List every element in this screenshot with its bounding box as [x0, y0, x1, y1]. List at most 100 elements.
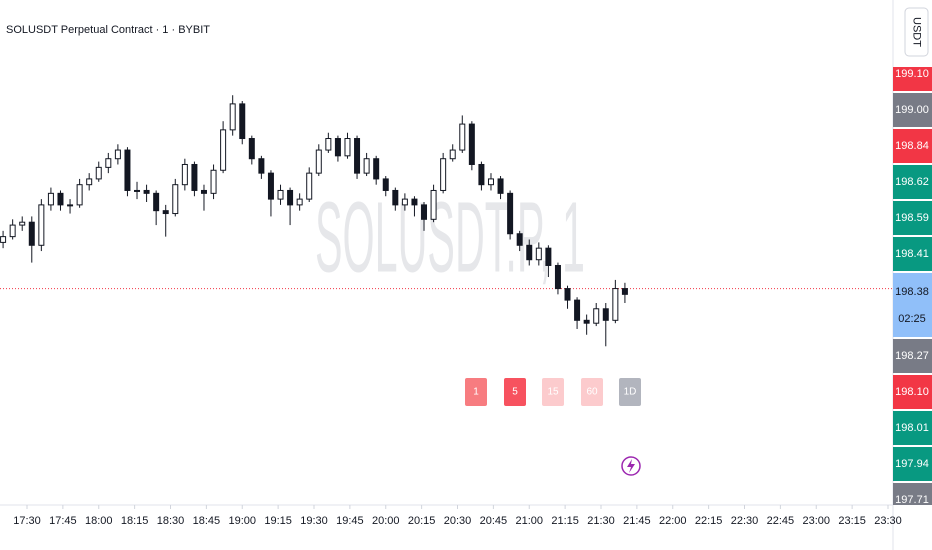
- x-tick-label: 21:15: [551, 515, 579, 527]
- x-tick-label: 19:15: [264, 515, 292, 527]
- x-tick-label: 19:00: [228, 515, 256, 527]
- x-tick-label: 20:15: [408, 515, 436, 527]
- candle-body: [239, 103, 246, 140]
- price-badge-label: 198.27: [895, 350, 929, 362]
- currency-button[interactable]: USDT: [904, 7, 929, 57]
- currency-label[interactable]: USDT: [911, 17, 923, 47]
- x-tick-label: 18:45: [193, 515, 221, 527]
- candle-body: [76, 184, 83, 206]
- x-tick-label: 22:45: [767, 515, 795, 527]
- candle-body: [593, 308, 600, 324]
- timeframe-box[interactable]: [542, 378, 564, 406]
- candle-body: [105, 158, 112, 168]
- price-badge: [893, 201, 932, 235]
- candle-body: [191, 163, 198, 191]
- current-price-label: 198.38: [895, 286, 929, 298]
- price-badge: [893, 375, 932, 409]
- price-badge: [893, 339, 932, 373]
- x-tick-label: 20:00: [372, 515, 400, 527]
- candle-body: [574, 299, 581, 321]
- x-tick-label: 21:00: [515, 515, 543, 527]
- candle-body: [200, 189, 207, 194]
- lightning-icon[interactable]: [621, 456, 641, 476]
- x-tick-label: 22:00: [659, 515, 687, 527]
- price-badge: [893, 165, 932, 199]
- candle-body: [421, 204, 428, 220]
- candle-body: [621, 288, 628, 295]
- candle-body: [114, 149, 121, 160]
- candle-body: [315, 149, 322, 174]
- chart-title: SOLUSDT Perpetual Contract · 1 · BYBIT: [6, 24, 210, 36]
- candle-body: [373, 158, 380, 180]
- timeframe-label[interactable]: 15: [547, 387, 559, 398]
- timeframe-label[interactable]: 60: [586, 387, 598, 398]
- x-tick-label: 23:30: [874, 515, 902, 527]
- candle-body: [430, 189, 437, 220]
- x-tick-label: 20:45: [480, 515, 508, 527]
- candle-body: [210, 169, 217, 194]
- candle-body: [86, 178, 93, 186]
- candle-body: [248, 138, 255, 160]
- candle-body: [354, 138, 361, 174]
- currency-box[interactable]: [904, 7, 929, 57]
- candle-body: [344, 138, 351, 157]
- candle-body: [401, 198, 408, 206]
- x-tick-label: 18:15: [121, 515, 149, 527]
- price-badge: [893, 483, 932, 505]
- timeframe-box[interactable]: [619, 378, 641, 406]
- candle-body: [153, 192, 160, 212]
- x-tick-label: 20:30: [444, 515, 472, 527]
- candle-body: [220, 129, 227, 171]
- price-badge-label: 198.41: [895, 248, 929, 260]
- price-badge: [893, 411, 932, 445]
- price-badge-label: 198.59: [895, 212, 929, 224]
- x-tick-label: 18:30: [157, 515, 185, 527]
- x-tick-label: 21:30: [587, 515, 615, 527]
- price-badge-label: 197.94: [895, 458, 929, 470]
- candle-body: [124, 149, 131, 191]
- timeframe-button[interactable]: 15: [542, 378, 564, 406]
- candle-body: [583, 319, 590, 324]
- x-tick-label: 21:45: [623, 515, 651, 527]
- timeframe-button[interactable]: 60: [581, 378, 603, 406]
- candle-body: [545, 247, 552, 266]
- price-badge: [893, 129, 932, 163]
- candle-body: [287, 189, 294, 206]
- candle-body: [9, 224, 16, 238]
- timeframe-label[interactable]: 1: [473, 387, 479, 398]
- timeframe-label[interactable]: 5: [512, 387, 518, 398]
- candle-body: [47, 192, 54, 206]
- candle-body: [277, 189, 284, 200]
- x-tick-label: 19:30: [300, 515, 328, 527]
- candle-body: [296, 198, 303, 206]
- watermark: SOLUSDT.P, 1: [315, 181, 585, 293]
- candle-body: [382, 178, 389, 191]
- candle-body: [440, 158, 447, 191]
- countdown-label: 02:25: [898, 313, 926, 325]
- candle-body: [392, 189, 399, 206]
- timeframe-button[interactable]: 1D: [619, 378, 641, 406]
- candle-body: [468, 123, 475, 165]
- alert-bolt[interactable]: [627, 459, 635, 473]
- timeframe-box[interactable]: [581, 378, 603, 406]
- price-badge-label: 198.62: [895, 176, 929, 188]
- candle-body: [181, 163, 188, 186]
- x-tick-label: 17:30: [13, 515, 41, 527]
- candle-body: [507, 192, 514, 235]
- price-axis: 199.10 199.00 198.84 198.62 198.59 198.41 198.…: [893, 67, 932, 505]
- candle-body: [564, 288, 571, 301]
- candle-body: [28, 221, 35, 246]
- timeframe-label[interactable]: 1D: [624, 387, 637, 398]
- x-tick-label: 23:15: [838, 515, 866, 527]
- timeframe-button[interactable]: 1: [465, 378, 487, 406]
- timeframe-box[interactable]: [465, 378, 487, 406]
- price-badge: [893, 93, 932, 127]
- timeframe-button[interactable]: 5: [504, 378, 526, 406]
- candle-body: [459, 123, 466, 151]
- timeframe-box[interactable]: [504, 378, 526, 406]
- candle-body: [143, 189, 150, 194]
- candle-body: [535, 247, 542, 261]
- candle-body: [478, 163, 485, 186]
- candle-body: [57, 192, 64, 206]
- candle-body: [363, 158, 370, 174]
